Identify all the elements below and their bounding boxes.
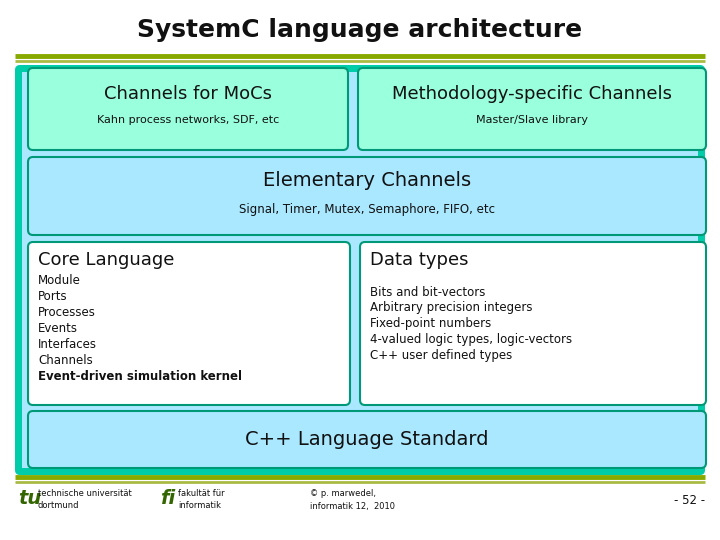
Text: fi: fi [160, 489, 175, 508]
Text: SystemC language architecture: SystemC language architecture [138, 18, 582, 42]
Text: Methodology-specific Channels: Methodology-specific Channels [392, 85, 672, 103]
Text: 4-valued logic types, logic-vectors: 4-valued logic types, logic-vectors [370, 334, 572, 347]
Text: Kahn process networks, SDF, etc: Kahn process networks, SDF, etc [97, 115, 279, 125]
Text: informatik: informatik [178, 502, 221, 510]
Text: Arbitrary precision integers: Arbitrary precision integers [370, 301, 533, 314]
Text: C++ user defined types: C++ user defined types [370, 349, 512, 362]
Text: technische universität: technische universität [38, 489, 132, 498]
Text: Event-driven simulation kernel: Event-driven simulation kernel [38, 369, 242, 382]
Text: dortmund: dortmund [38, 502, 79, 510]
Bar [22, 72, 698, 468]
Text: Fixed-point numbers: Fixed-point numbers [370, 318, 491, 330]
Text: Events: Events [38, 321, 78, 334]
Text: Channels for MoCs: Channels for MoCs [104, 85, 272, 103]
Text: Master/Slave library: Master/Slave library [476, 115, 588, 125]
Text: Ports: Ports [38, 289, 68, 302]
FancyBboxPatch shape [15, 65, 705, 475]
Text: Data types: Data types [370, 251, 469, 269]
FancyBboxPatch shape [28, 68, 348, 150]
FancyBboxPatch shape [358, 68, 706, 150]
Text: - 52 -: - 52 - [674, 494, 705, 507]
Text: Elementary Channels: Elementary Channels [263, 172, 471, 191]
Text: fakultät für: fakultät für [178, 489, 225, 498]
FancyBboxPatch shape [360, 242, 706, 405]
Text: © p. marwedel,: © p. marwedel, [310, 489, 376, 498]
Text: informatik 12,  2010: informatik 12, 2010 [310, 502, 395, 510]
Text: tu: tu [18, 489, 41, 508]
FancyBboxPatch shape [28, 411, 706, 468]
Text: Interfaces: Interfaces [38, 338, 97, 350]
Text: Processes: Processes [38, 306, 96, 319]
Text: Bits and bit-vectors: Bits and bit-vectors [370, 286, 485, 299]
FancyBboxPatch shape [28, 157, 706, 235]
FancyBboxPatch shape [28, 242, 350, 405]
Text: Channels: Channels [38, 354, 93, 367]
Text: Core Language: Core Language [38, 251, 174, 269]
Text: Module: Module [38, 273, 81, 287]
Text: C++ Language Standard: C++ Language Standard [246, 430, 489, 449]
Text: Signal, Timer, Mutex, Semaphore, FIFO, etc: Signal, Timer, Mutex, Semaphore, FIFO, e… [239, 202, 495, 215]
